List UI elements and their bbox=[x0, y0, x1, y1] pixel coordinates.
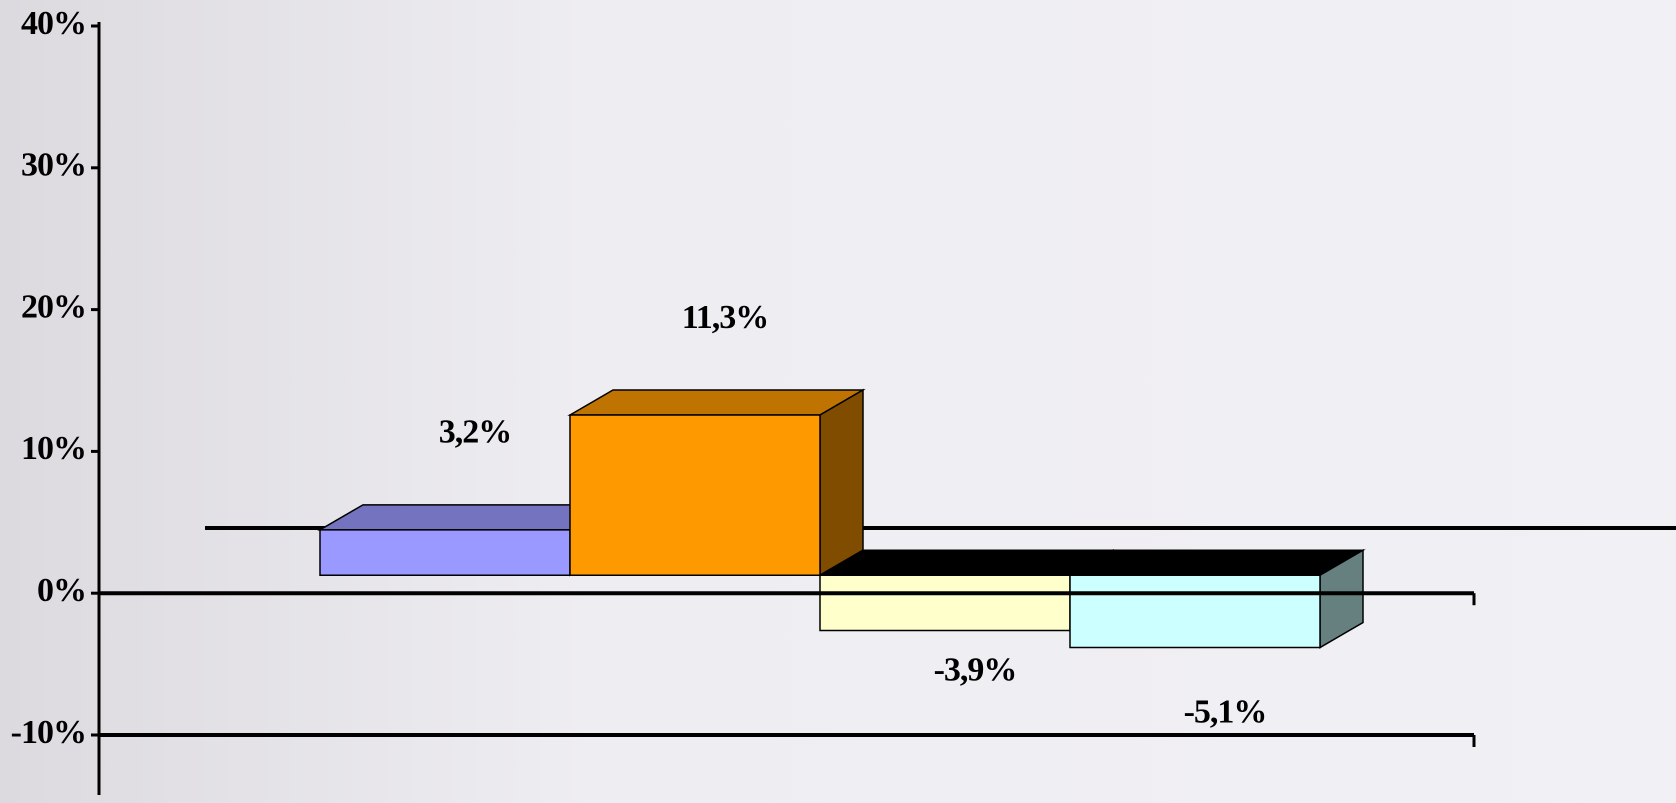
bar-front bbox=[569, 414, 821, 576]
y-tick-label: -10% bbox=[11, 714, 86, 751]
bar-top bbox=[817, 549, 1116, 576]
bar bbox=[317, 503, 616, 577]
bar-front bbox=[819, 574, 1071, 632]
bar-front bbox=[1069, 574, 1321, 649]
bar bbox=[817, 548, 1116, 632]
y-tick-label: 40% bbox=[21, 5, 86, 42]
bar bbox=[567, 388, 866, 577]
y-tick-label: 10% bbox=[21, 430, 86, 467]
y-tick-label: 30% bbox=[21, 147, 86, 184]
value-label: -3,9% bbox=[934, 651, 1017, 688]
y-tick-label: 0% bbox=[37, 572, 86, 609]
value-label: -5,1% bbox=[1184, 693, 1267, 730]
bar-side bbox=[819, 388, 864, 577]
y-tick-label: 20% bbox=[21, 288, 86, 325]
value-label: 11,3% bbox=[682, 299, 769, 336]
bar-top bbox=[317, 504, 616, 531]
value-label: 3,2% bbox=[439, 414, 512, 451]
bar-front bbox=[319, 529, 571, 576]
bar bbox=[1067, 548, 1366, 649]
bar-top bbox=[567, 389, 866, 416]
bar-top bbox=[1067, 549, 1366, 576]
